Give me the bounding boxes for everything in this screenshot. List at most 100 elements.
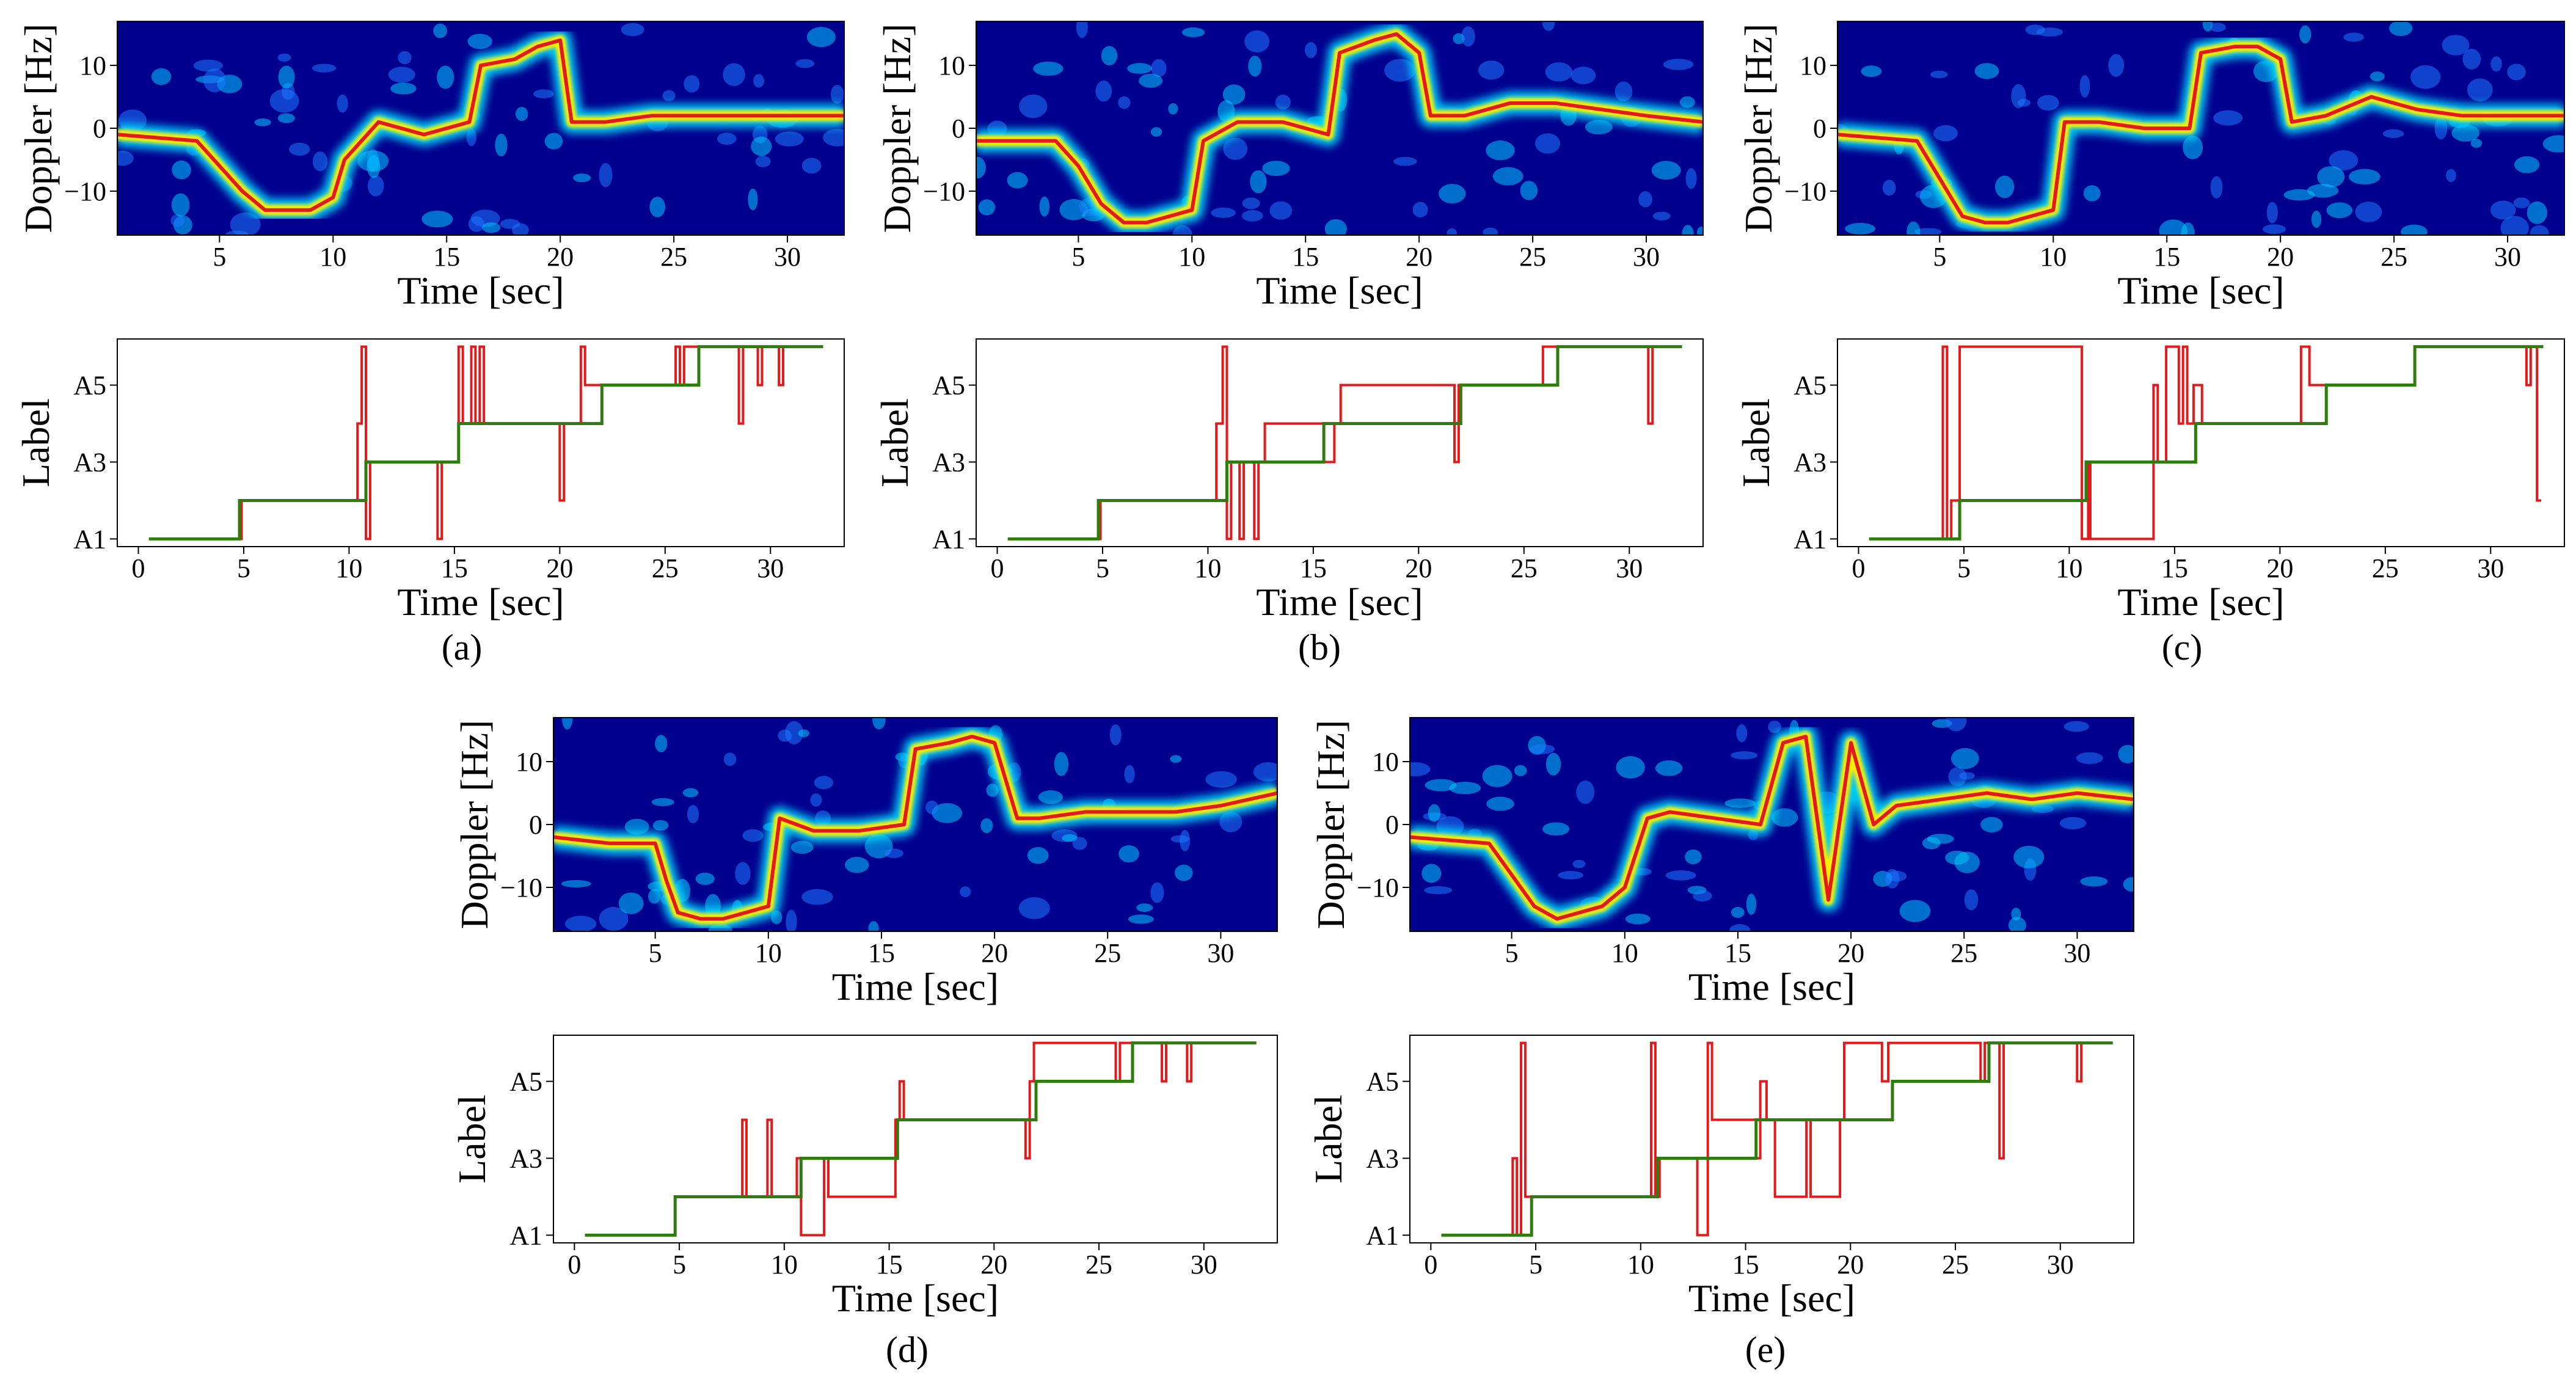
energy-blob (1514, 765, 1527, 776)
energy-blob (225, 230, 249, 235)
energy-blob (203, 68, 227, 93)
energy-blob (1964, 889, 1979, 911)
energy-blob (1248, 56, 1262, 77)
y-tick-label: A5 (509, 1067, 542, 1097)
energy-blob (1410, 762, 1431, 777)
energy-blob (1545, 752, 1561, 776)
energy-blob (1545, 62, 1573, 82)
energy-blob (2063, 721, 2089, 732)
y-tick-label: 0 (952, 114, 965, 144)
panel-c-line: 0 5 10 15 20 25 30 A1 A3 A5 Time [sec] Label (1734, 338, 2565, 624)
panel-a-line: 0 5 10 15 20 25 30 A1 A3 A5 Time [sec] Label (14, 338, 845, 624)
y-tick-label: −10 (1357, 873, 1399, 903)
y-tick-label: A3 (1366, 1143, 1399, 1173)
energy-blob (2442, 35, 2470, 56)
energy-blob (1482, 765, 1512, 787)
energy-blob (1625, 913, 1651, 925)
energy-blob (2513, 197, 2530, 209)
energy-blob (1324, 219, 1347, 235)
energy-blob (932, 803, 963, 823)
y-tick-label: 10 (516, 747, 542, 777)
energy-blob (2462, 48, 2481, 70)
energy-blob (1534, 133, 1561, 154)
ground-truth-label-line (1441, 1041, 2113, 1237)
energy-blob (775, 131, 804, 147)
energy-blob (1269, 201, 1293, 220)
x-tick-label: 20 (1837, 938, 1864, 968)
y-tick-label: A3 (1793, 447, 1826, 477)
x-tick-label: 15 (441, 553, 468, 583)
energy-blob (1007, 172, 1028, 189)
energy-blob (1439, 184, 1466, 204)
energy-blob (1954, 851, 1980, 873)
energy-blob (2083, 185, 2101, 202)
energy-blob (1424, 886, 1453, 895)
x-tick-label: 25 (1085, 1250, 1112, 1280)
energy-blob (171, 193, 190, 217)
y-axis-label: Doppler [Hz] (16, 24, 60, 233)
energy-blob (2329, 150, 2359, 170)
energy-blob (1486, 796, 1514, 811)
energy-blob (801, 889, 833, 905)
energy-blob (1520, 181, 1538, 200)
energy-blob (1118, 96, 1131, 109)
energy-blob (755, 156, 771, 167)
energy-blob (2467, 78, 2493, 101)
spectrogram-background (117, 21, 844, 235)
energy-blob (872, 718, 886, 730)
y-tick-label: 10 (1372, 747, 1399, 777)
energy-blob (753, 74, 765, 88)
x-tick-label: 0 (1424, 1250, 1437, 1280)
energy-blob (790, 840, 814, 854)
energy-blob (662, 90, 676, 101)
energy-blob (1542, 822, 1570, 836)
energy-blob (2370, 71, 2385, 82)
energy-blob (1151, 59, 1167, 78)
energy-blob (742, 829, 764, 842)
energy-blob (2079, 75, 2090, 98)
x-tick-label: 15 (1732, 1250, 1759, 1280)
energy-blob (2181, 222, 2195, 235)
x-tick-label: 10 (2056, 553, 2082, 583)
energy-blob (2490, 56, 2502, 72)
energy-blob (277, 113, 295, 123)
energy-blob (1222, 84, 1246, 105)
energy-blob (978, 199, 996, 216)
energy-blob (1486, 140, 1515, 161)
x-tick-label: 20 (546, 553, 573, 583)
caption-e: (e) (1745, 1330, 1786, 1370)
energy-blob (1950, 748, 1979, 770)
energy-blob (1861, 65, 1882, 77)
energy-blob (1062, 834, 1078, 842)
x-tick-label: 25 (660, 242, 687, 272)
ground-truth-label-line (1007, 345, 1682, 541)
x-axis-label: Time [sec] (832, 1276, 999, 1320)
energy-blob (2008, 917, 2026, 931)
energy-blob (786, 909, 797, 931)
series-group (585, 1041, 1257, 1237)
y-tick-label: A1 (1793, 524, 1826, 554)
caption-c: (c) (2162, 627, 2203, 668)
energy-blob (1428, 804, 1441, 822)
y-tick-label: 10 (79, 51, 106, 81)
energy-blob (2210, 176, 2223, 199)
energy-blob (1729, 924, 1751, 931)
panel-b-heatmap: 5 10 15 20 25 30 −10 0 10 Time [sec] Doppler [Hz] (875, 21, 1704, 312)
panel-d-heatmap: 5 10 15 20 25 30 −10 0 10 Time [sec] Doppler [Hz] (453, 717, 1278, 1008)
energy-blob (1696, 226, 1703, 235)
x-tick-label: 10 (755, 938, 782, 968)
x-tick-label: 5 (1096, 553, 1109, 583)
energy-blob (1731, 906, 1745, 918)
x-tick-label: 5 (649, 938, 662, 968)
ground-truth-label-line (148, 345, 823, 541)
energy-blob (2159, 219, 2188, 235)
x-tick-label: 5 (1957, 553, 1971, 583)
energy-blob (1447, 228, 1458, 235)
x-tick-label: 0 (567, 1250, 581, 1280)
energy-blob (1305, 42, 1317, 58)
spectrogram-energy (1837, 21, 2564, 235)
energy-blob (1139, 73, 1163, 88)
panel-a-heatmap: 5 10 15 20 25 30 −10 0 10 Time [sec] Doppler [Hz] (16, 21, 845, 312)
x-tick-label: 10 (1194, 553, 1221, 583)
energy-blob (2410, 65, 2441, 89)
